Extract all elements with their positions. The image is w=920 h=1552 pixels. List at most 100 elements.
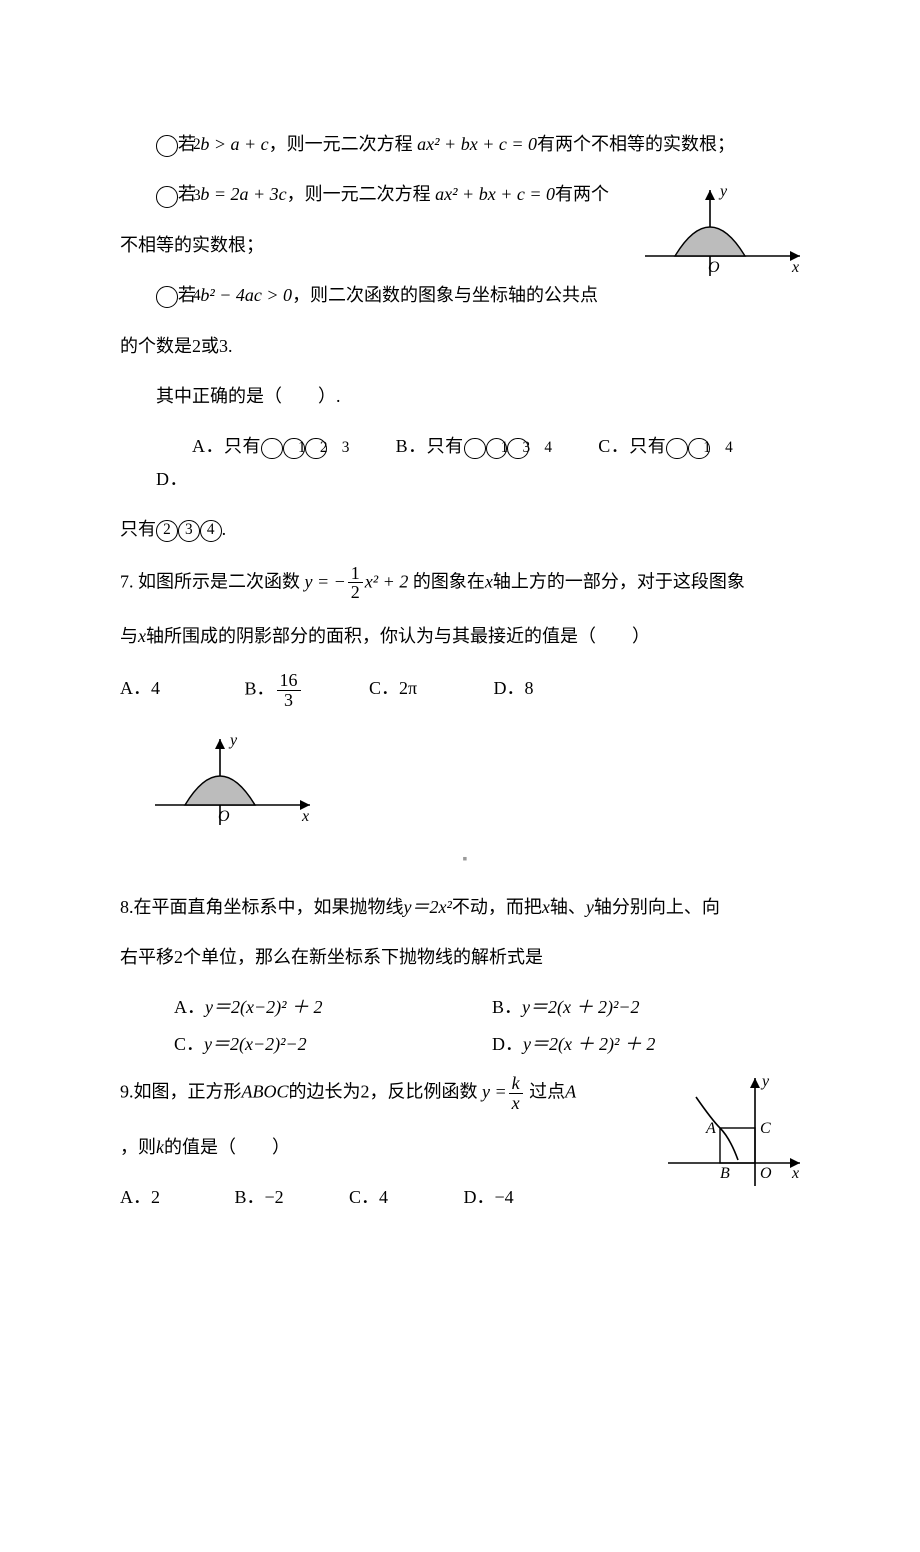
opt-8B: B．y＝2(x ＋ 2)²−2 (492, 991, 810, 1023)
opt-7B-pre: B． (245, 678, 275, 698)
q7-frac: 12 (348, 564, 363, 603)
q7-l2-rest: 轴所围成的阴影部分的面积，你认为与其最接近的值是（ ） (146, 626, 650, 646)
q7-frac-d: 2 (348, 583, 363, 602)
opt-6C: C．只有14 (562, 430, 710, 462)
c7: 1 (666, 438, 688, 460)
c4: 1 (464, 438, 486, 460)
q9-sq: ABOC (242, 1082, 289, 1102)
s3-mid: ，则一元二次方程 (287, 184, 431, 204)
opt-8D-expr: y＝2(x ＋ 2)² ＋ 2 (523, 1034, 655, 1054)
circle-4: 4 (156, 286, 178, 308)
opt-6B-pre: B．只有 (396, 436, 464, 456)
c3: 3 (305, 438, 327, 460)
q6-D-cont: 只有234. (120, 513, 810, 545)
opt-6C-pre: C．只有 (598, 436, 666, 456)
q7-l2-pre: 与 (120, 626, 138, 646)
s2-before: 若 (178, 134, 196, 154)
parabola-figure-inline: O x y (150, 727, 810, 837)
q9-expr-y: y = (482, 1082, 507, 1102)
q8-expr: y＝2x² (404, 897, 452, 917)
opt-9A: A．2 (120, 1181, 230, 1213)
s3-eqn: ax² + bx + c = 0 (435, 184, 555, 204)
parabola-svg-2: O x y (150, 727, 320, 837)
q9-B: B (720, 1165, 730, 1182)
opt-8A-pre: A． (174, 997, 205, 1017)
opt-8A-expr: y＝2(x−2)² ＋ 2 (205, 997, 323, 1017)
statement-3-cont: 不相等的实数根； (120, 229, 810, 261)
opt-6A-pre: A．只有 (192, 436, 261, 456)
statement-4: 4若 b² − 4ac > 0，则二次函数的图象与坐标轴的公共点 (120, 279, 810, 311)
q9-num: 9. (120, 1082, 134, 1102)
c11: 4 (200, 520, 222, 542)
s4-ineq: b² − 4ac > 0 (200, 285, 292, 305)
q9-y: y (760, 1073, 770, 1090)
q7-t2: 的图象在 (413, 571, 485, 591)
statement-2: 2若 b > a + c，则一元二次方程 ax² + bx + c = 0有两个… (120, 128, 810, 160)
opt-7B-d: 3 (277, 691, 301, 710)
q9-frac: kx (509, 1074, 523, 1113)
opt-8D: D．y＝2(x ＋ 2)² ＋ 2 (492, 1028, 810, 1060)
s4-before: 若 (178, 285, 196, 305)
c9: 2 (156, 520, 178, 542)
q7-expr-tail: x² + 2 (365, 571, 409, 591)
opt-8A: A．y＝2(x−2)² ＋ 2 (174, 991, 492, 1023)
q7-axis: x (485, 571, 493, 591)
opt-7B-frac: 163 (277, 671, 301, 710)
opt-7D: D．8 (494, 672, 614, 704)
q7-t1: 如图所示是二次函数 (138, 571, 300, 591)
q9-o: O (760, 1165, 772, 1182)
q9-figure: O x y A C B (660, 1068, 810, 1198)
q8-t1: 在平面直角坐标系中，如果抛物线 (134, 897, 404, 917)
opt-8C-expr: y＝2(x−2)²−2 (204, 1034, 307, 1054)
o-label: O (708, 259, 720, 276)
q9-t2: 的边长为2，反比例函数 (289, 1082, 478, 1102)
q9-frac-n: k (509, 1074, 523, 1094)
q8-t3: 轴、 (550, 897, 586, 917)
q9-A: A (705, 1120, 716, 1137)
q7-l2-axis: x (138, 626, 146, 646)
x-label: x (791, 259, 799, 276)
q7-expr-y: y = − (305, 571, 346, 591)
q8-num: 8. (120, 897, 134, 917)
circle-2: 2 (156, 135, 178, 157)
q9-t1: 如图，正方形 (134, 1082, 242, 1102)
circle-3: 3 (156, 186, 178, 208)
s4-mid: ，则二次函数的图象与坐标轴的公共点 (292, 285, 598, 305)
opt-6A: A．只有123 (156, 430, 327, 462)
q9-l2-rest: 的值是（ ） (164, 1137, 290, 1157)
opt-9B: B．−2 (235, 1181, 345, 1213)
opt-9C: C．4 (349, 1181, 459, 1213)
opt-7B-n: 16 (277, 671, 301, 691)
q9-l2-pre: ，则 (120, 1137, 156, 1157)
q9-C: C (760, 1120, 771, 1137)
c10: 3 (178, 520, 200, 542)
opt-7A: A．4 (120, 672, 240, 704)
s3-eq: b = 2a + 3c (200, 184, 286, 204)
q6-options: A．只有123 B．只有134 C．只有14 D． (120, 430, 810, 495)
opt-6D-suf: . (222, 519, 227, 539)
q8-line1: 8.在平面直角坐标系中，如果抛物线y＝2x²不动，而把x轴、y轴分别向上、向 (120, 891, 810, 923)
q7-options: A．4 B．163 C．2π D．8 (120, 671, 810, 710)
center-marker: ▪ (120, 841, 810, 872)
q9-x: x (791, 1165, 799, 1182)
opt-8B-pre: B． (492, 997, 522, 1017)
opt-7B: B．163 (245, 671, 365, 710)
opt-6D: D． (120, 463, 188, 495)
y-label-2: y (228, 732, 238, 749)
s2-eqn: ax² + bx + c = 0 (417, 134, 537, 154)
s2-mid: ，则一元二次方程 (269, 134, 413, 154)
c1: 1 (261, 438, 283, 460)
q6-prompt: 其中正确的是（ ）. (120, 380, 810, 412)
opt-8C: C．y＝2(x−2)²−2 (174, 1028, 492, 1060)
opt-8B-expr: y＝2(x ＋ 2)²−2 (522, 997, 640, 1017)
q7-line2: 与x轴所围成的阴影部分的面积，你认为与其最接近的值是（ ） (120, 620, 810, 652)
opt-7C: C．2π (369, 672, 489, 704)
c2: 2 (283, 438, 305, 460)
q8-xa: x (542, 897, 550, 917)
q8-options: A．y＝2(x−2)² ＋ 2 B．y＝2(x ＋ 2)²−2 C．y＝2(x−… (174, 991, 810, 1060)
s3-after: 有两个 (555, 184, 609, 204)
q9-frac-d: x (509, 1094, 523, 1113)
q8-t2: 不动，而把 (452, 897, 542, 917)
opt-8D-pre: D． (492, 1034, 523, 1054)
q9-k: k (156, 1137, 164, 1157)
